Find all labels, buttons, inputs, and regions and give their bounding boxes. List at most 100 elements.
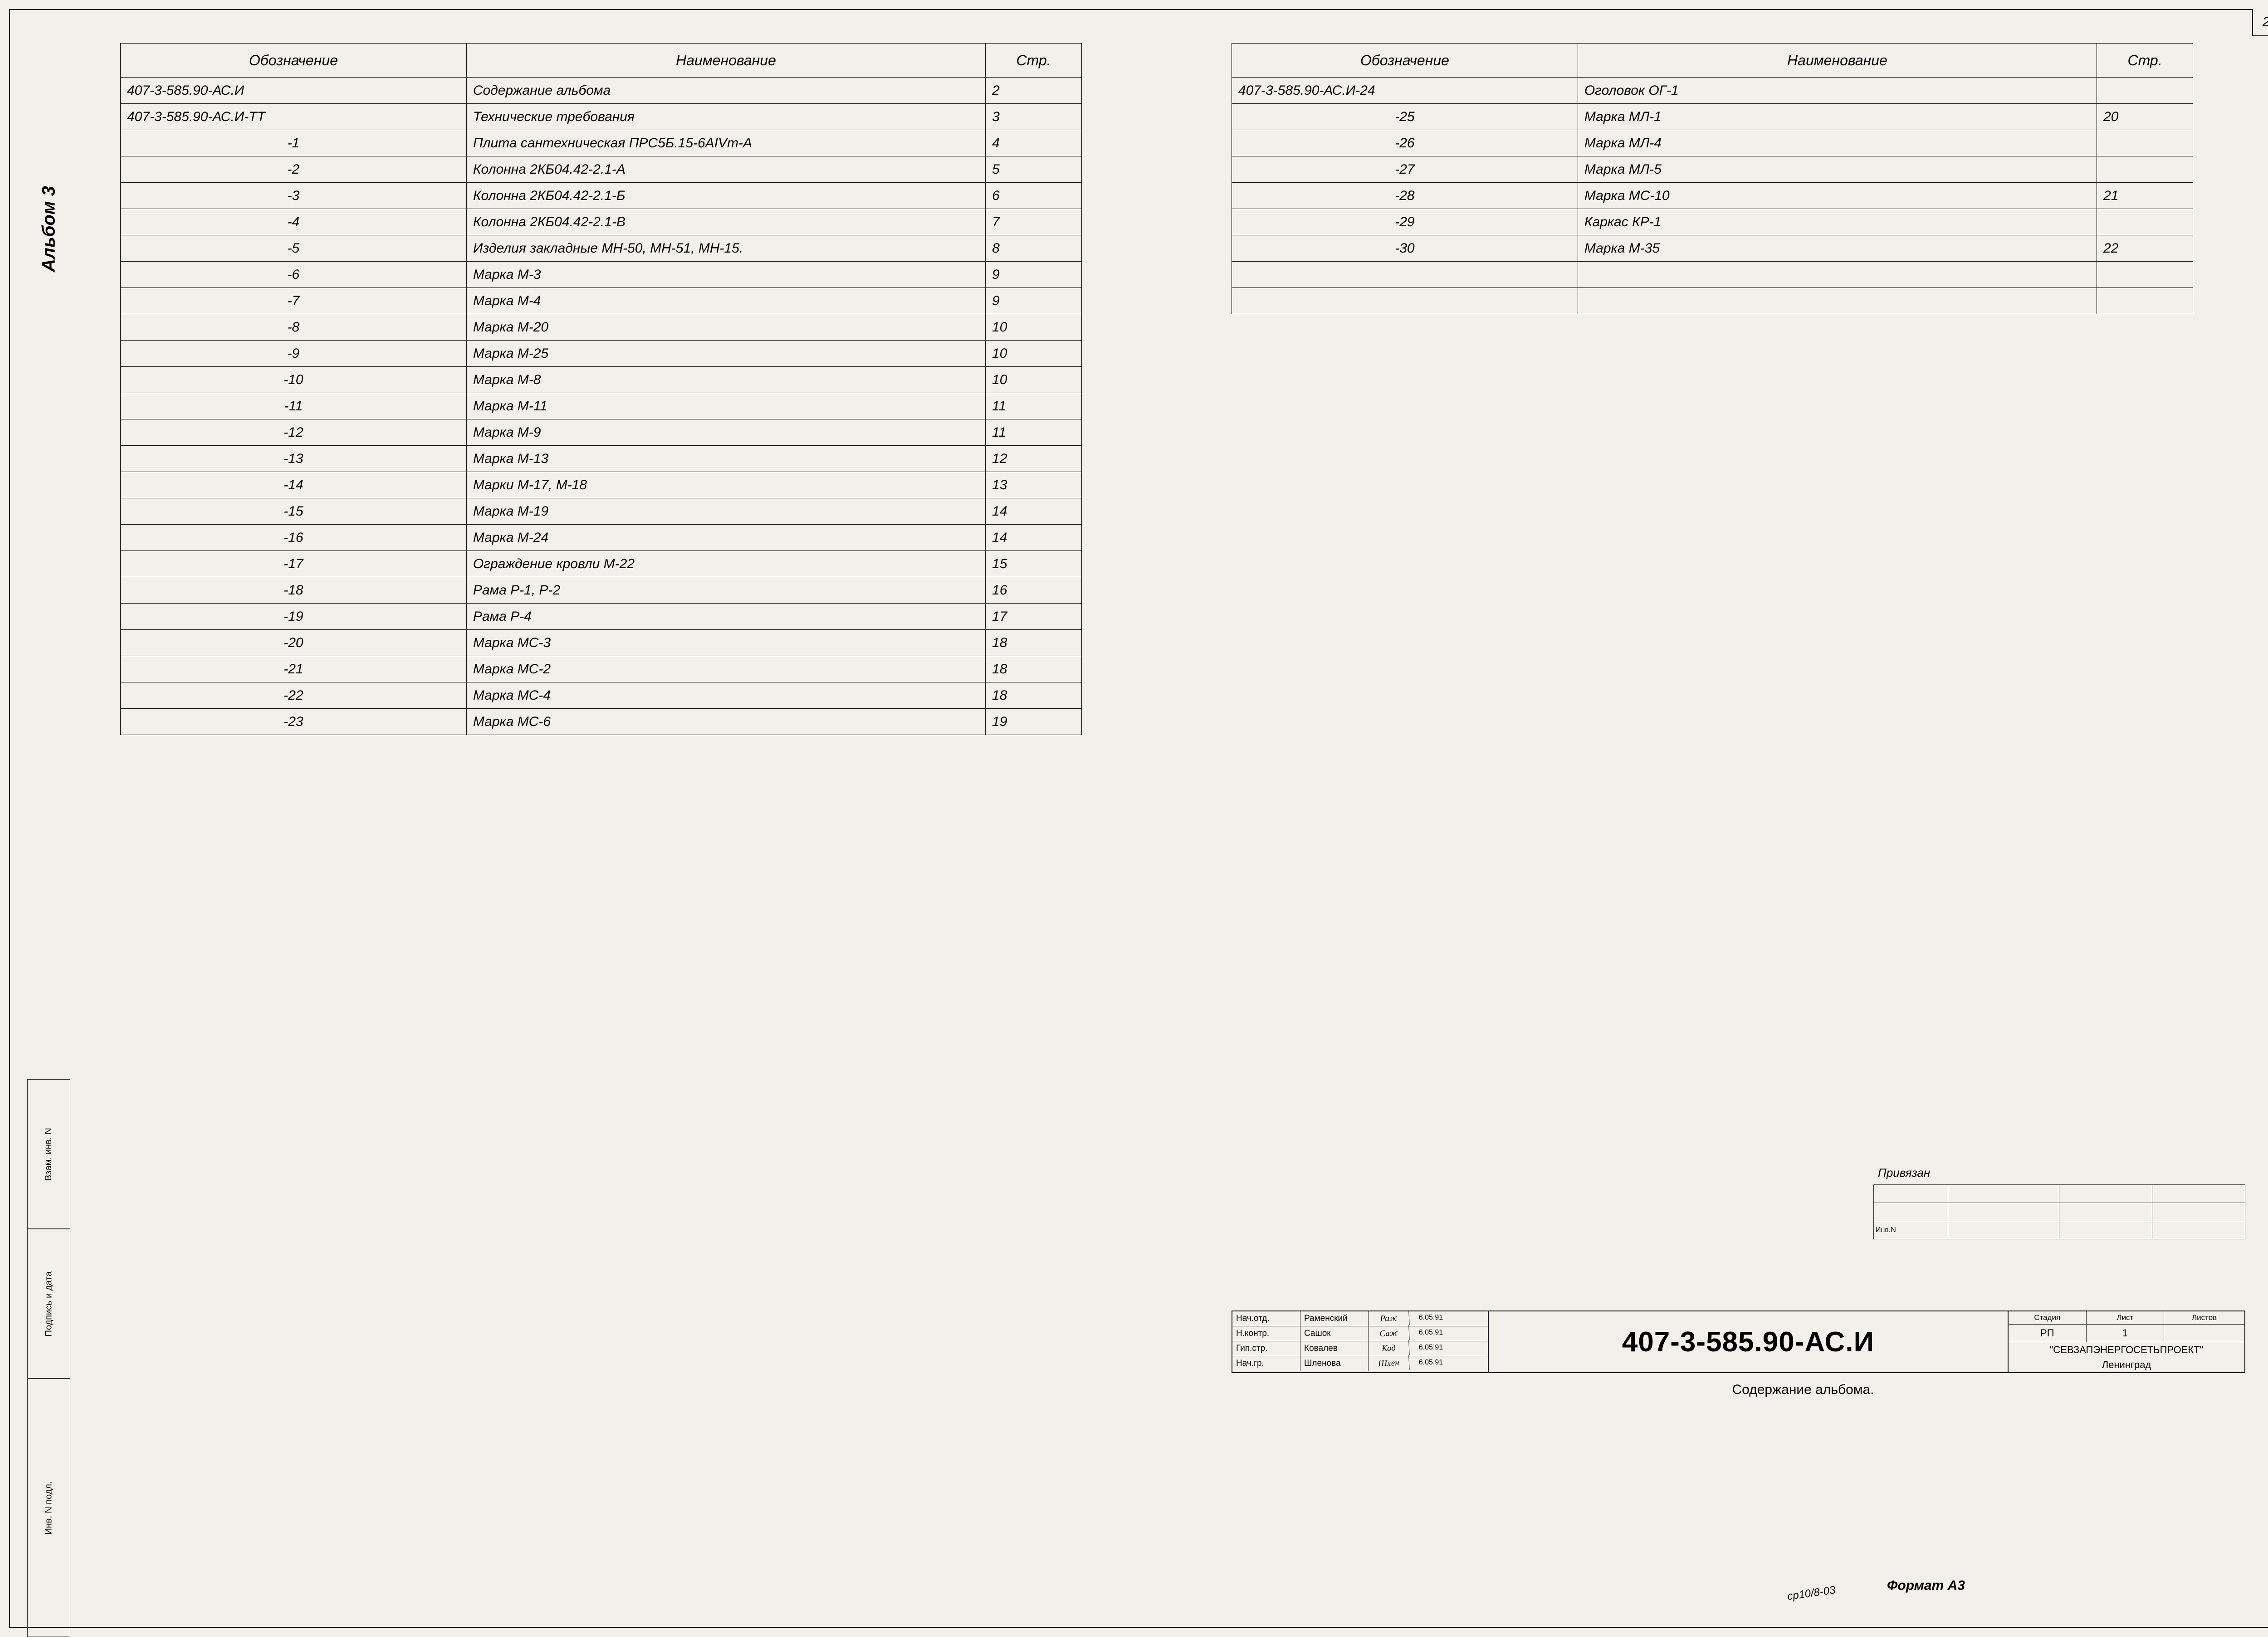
table-row: -15 Марка М-19 14	[121, 498, 1082, 525]
left-row-name-12: Марка М-11	[466, 393, 985, 419]
left-row-page-0: 2	[986, 78, 1082, 104]
right-toc-table-container: Обозначение Наименование Стр. 407-3-585.…	[1232, 43, 2193, 314]
left-row-desig-11: -10	[121, 367, 467, 393]
right-row-page-0	[2097, 78, 2193, 104]
table-row: 407-3-585.90-АС.И Содержание альбома 2	[121, 78, 1082, 104]
left-row-name-6: Изделия закладные МН-50, МН-51, МН-15.	[466, 235, 985, 262]
left-row-desig-13: -12	[121, 419, 467, 446]
right-row-page-2	[2097, 130, 2193, 156]
left-table-header-page: Стр.	[986, 44, 1082, 78]
left-table-header-name: Наименование	[466, 44, 985, 78]
left-row-page-12: 11	[986, 393, 1082, 419]
left-row-name-17: Марка М-24	[466, 525, 985, 551]
left-row-name-13: Марка М-9	[466, 419, 985, 446]
left-row-page-17: 14	[986, 525, 1082, 551]
signature-row-2: Гип.стр. Ковалев Код 6.05.91	[1232, 1341, 1488, 1356]
left-row-desig-1: 407-3-585.90-АС.И-ТТ	[121, 104, 467, 130]
table-row: -2 Колонна 2КБ04.42-2.1-А 5	[121, 156, 1082, 183]
right-row-name-7	[1578, 262, 2097, 288]
signature-date-1: 6.05.91	[1409, 1326, 1452, 1341]
right-row-name-1: Марка МЛ-1	[1578, 104, 2097, 130]
left-row-desig-20: -19	[121, 604, 467, 630]
left-row-desig-10: -9	[121, 341, 467, 367]
left-row-name-24: Марка МС-6	[466, 709, 985, 735]
left-row-page-3: 5	[986, 156, 1082, 183]
left-row-name-1: Технические требования	[466, 104, 985, 130]
left-row-page-1: 3	[986, 104, 1082, 130]
right-row-page-1: 20	[2097, 104, 2193, 130]
left-row-page-9: 10	[986, 314, 1082, 341]
left-row-name-20: Рама Р-4	[466, 604, 985, 630]
document-sheet: 2 Взам. инв. N Подпись и дата Инв. N под…	[0, 0, 2268, 1637]
table-row: -9 Марка М-25 10	[121, 341, 1082, 367]
signature-mark-1: Саж	[1368, 1325, 1410, 1342]
left-row-page-23: 18	[986, 682, 1082, 709]
left-row-name-18: Ограждение кровли М-22	[466, 551, 985, 577]
left-row-page-15: 13	[986, 472, 1082, 498]
table-row: -12 Марка М-9 11	[121, 419, 1082, 446]
left-row-desig-0: 407-3-585.90-АС.И	[121, 78, 467, 104]
left-row-page-22: 18	[986, 656, 1082, 682]
right-row-name-6: Марка М-35	[1578, 235, 2097, 262]
left-row-name-7: Марка М-3	[466, 262, 985, 288]
table-row: -20 Марка МС-3 18	[121, 630, 1082, 656]
left-row-desig-22: -21	[121, 656, 467, 682]
right-row-page-4: 21	[2097, 183, 2193, 209]
table-row: -29 Каркас КР-1	[1232, 209, 2193, 235]
table-row: -7 Марка М-4 9	[121, 288, 1082, 314]
table-row: -25 Марка МЛ-1 20	[1232, 104, 2193, 130]
left-row-desig-6: -5	[121, 235, 467, 262]
left-row-page-4: 6	[986, 183, 1082, 209]
signature-role-0: Нач.отд.	[1232, 1311, 1300, 1326]
left-row-name-19: Рама Р-1, Р-2	[466, 577, 985, 604]
left-row-page-18: 15	[986, 551, 1082, 577]
right-row-desig-6: -30	[1232, 235, 1578, 262]
left-row-name-0: Содержание альбома	[466, 78, 985, 104]
left-row-name-14: Марка М-13	[466, 446, 985, 472]
title-block-signatures: Нач.отд. Раменский Раж 6.05.91 Н.контр. …	[1232, 1311, 1489, 1372]
privyazan-box: Привязан Инв.N	[1873, 1163, 2245, 1239]
table-row: 407-3-585.90-АС.И-24 Оголовок ОГ-1	[1232, 78, 2193, 104]
format-label: Формат А3	[1887, 1578, 1965, 1593]
table-row: -22 Марка МС-4 18	[121, 682, 1082, 709]
table-row: -21 Марка МС-2 18	[121, 656, 1082, 682]
table-row: -10 Марка М-8 10	[121, 367, 1082, 393]
signature-role-3: Нач.гр.	[1232, 1356, 1300, 1371]
left-row-name-3: Колонна 2КБ04.42-2.1-А	[466, 156, 985, 183]
left-row-desig-12: -11	[121, 393, 467, 419]
right-row-desig-0: 407-3-585.90-АС.И-24	[1232, 78, 1578, 104]
right-row-page-6: 22	[2097, 235, 2193, 262]
table-row: -4 Колонна 2КБ04.42-2.1-В 7	[121, 209, 1082, 235]
left-toc-table-body: 407-3-585.90-АС.И Содержание альбома 2 4…	[121, 78, 1082, 735]
table-row: -19 Рама Р-4 17	[121, 604, 1082, 630]
table-row	[1232, 262, 2193, 288]
left-row-name-10: Марка М-25	[466, 341, 985, 367]
privyazan-inv-label: Инв.N	[1874, 1221, 1948, 1239]
signature-date-2: 6.05.91	[1409, 1341, 1452, 1356]
left-row-name-22: Марка МС-2	[466, 656, 985, 682]
left-row-desig-16: -15	[121, 498, 467, 525]
right-row-name-5: Каркас КР-1	[1578, 209, 2097, 235]
left-table-header-desig: Обозначение	[121, 44, 467, 78]
left-row-name-21: Марка МС-3	[466, 630, 985, 656]
right-row-desig-2: -26	[1232, 130, 1578, 156]
left-row-desig-23: -22	[121, 682, 467, 709]
left-row-desig-14: -13	[121, 446, 467, 472]
right-row-name-0: Оголовок ОГ-1	[1578, 78, 2097, 104]
right-row-desig-5: -29	[1232, 209, 1578, 235]
left-row-page-8: 9	[986, 288, 1082, 314]
right-row-name-4: Марка МС-10	[1578, 183, 2097, 209]
table-row: -13 Марка М-13 12	[121, 446, 1082, 472]
left-row-page-14: 12	[986, 446, 1082, 472]
left-row-desig-21: -20	[121, 630, 467, 656]
right-row-page-5	[2097, 209, 2193, 235]
left-row-desig-7: -6	[121, 262, 467, 288]
signature-name-2: Ковалев	[1300, 1341, 1369, 1356]
table-row: -3 Колонна 2КБ04.42-2.1-Б 6	[121, 183, 1082, 209]
signature-name-3: Шленова	[1300, 1356, 1369, 1371]
right-row-name-3: Марка МЛ-5	[1578, 156, 2097, 183]
table-row: -30 Марка М-35 22	[1232, 235, 2193, 262]
right-toc-table: Обозначение Наименование Стр. 407-3-585.…	[1232, 43, 2193, 314]
left-row-page-16: 14	[986, 498, 1082, 525]
left-row-page-7: 9	[986, 262, 1082, 288]
